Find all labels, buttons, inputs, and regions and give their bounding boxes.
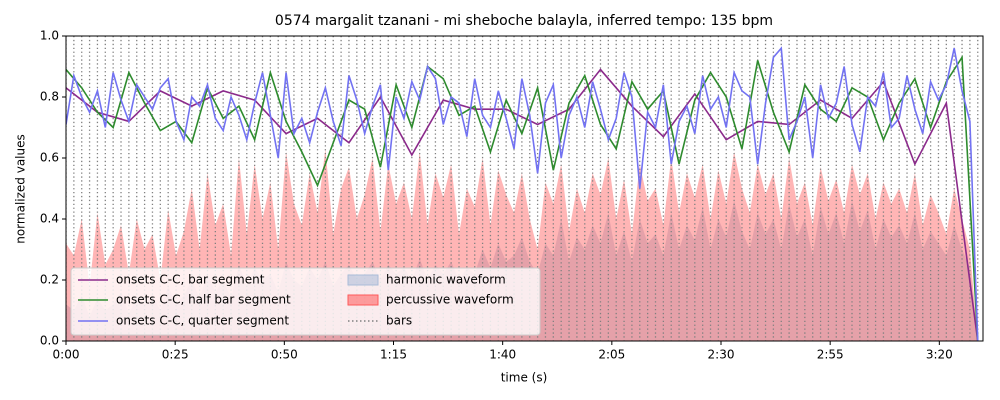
legend-label: percussive waveform (386, 293, 514, 307)
y-tick-label: 1.0 (40, 29, 59, 43)
y-tick-label: 0.2 (40, 273, 59, 287)
chart-title: 0574 margalit tzanani - mi sheboche bala… (275, 13, 773, 29)
legend-swatch (347, 294, 379, 306)
y-tick-label: 0.4 (40, 212, 59, 226)
x-tick-label: 2:30 (708, 348, 735, 362)
legend-label: onsets C-C, quarter segment (116, 314, 289, 328)
legend-label: onsets C-C, bar segment (116, 273, 265, 287)
onset-line (66, 54, 979, 341)
legend-swatch (347, 274, 379, 286)
x-tick-label: 0:00 (53, 348, 80, 362)
x-tick-label: 2:05 (598, 348, 625, 362)
legend: onsets C-C, bar segment onsets C-C, half … (70, 267, 541, 336)
x-tick-label: 0:25 (162, 348, 189, 362)
x-tick-label: 2:55 (817, 348, 844, 362)
onset-line (66, 46, 979, 341)
legend-label: onsets C-C, half bar segment (116, 293, 291, 307)
legend-label: bars (386, 314, 412, 328)
legend-box (70, 267, 541, 336)
onset-line (66, 68, 979, 341)
x-tick-label: 0:50 (271, 348, 298, 362)
y-axis-label: normalized values (14, 134, 28, 244)
legend-label: harmonic waveform (386, 273, 506, 287)
plot-frame (65, 35, 984, 342)
x-tick-label: 1:15 (380, 348, 407, 362)
x-tick-label: 1:40 (489, 348, 516, 362)
y-tick-label: 0.0 (40, 334, 59, 348)
y-tick-label: 0.8 (40, 90, 59, 104)
x-axis-label: time (s) (501, 371, 548, 385)
y-tick-label: 0.6 (40, 151, 59, 165)
x-tick-label: 3:20 (926, 348, 953, 362)
